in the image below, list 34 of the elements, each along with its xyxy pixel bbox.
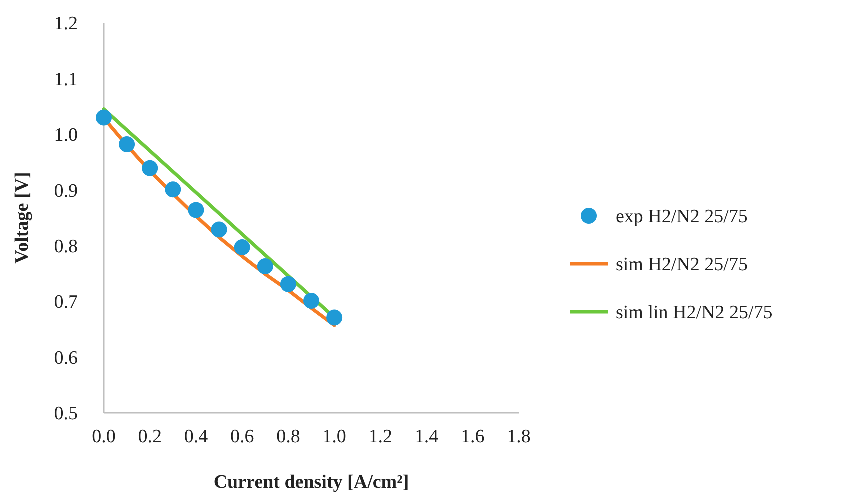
y-tick-label: 0.7 bbox=[54, 292, 78, 314]
y-tick-label: 0.6 bbox=[54, 348, 78, 369]
x-tick-label: 0.6 bbox=[230, 426, 254, 448]
point bbox=[165, 182, 182, 198]
point bbox=[188, 202, 204, 218]
y-tick-label: 0.9 bbox=[54, 180, 78, 202]
legend-label: sim lin H2/N2 25/75 bbox=[616, 302, 773, 324]
point bbox=[96, 110, 112, 126]
point bbox=[326, 310, 343, 326]
y-tick-label: 1.1 bbox=[54, 69, 78, 90]
point bbox=[234, 240, 250, 256]
y-tick-label: 1.0 bbox=[54, 125, 78, 146]
point bbox=[304, 293, 320, 309]
x-tick-label: 1.2 bbox=[368, 426, 393, 448]
y-axis-title: Voltage [V] bbox=[12, 172, 33, 264]
x-tick-label: 0.2 bbox=[138, 426, 162, 448]
x-tick-label: 0.8 bbox=[276, 426, 300, 448]
y-tick-label: 0.8 bbox=[54, 236, 78, 258]
y-tick-label: 0.5 bbox=[54, 404, 78, 425]
point bbox=[280, 276, 296, 292]
point bbox=[211, 222, 228, 238]
x-tick-label: 1.8 bbox=[507, 426, 531, 448]
y-tick-label: 1.2 bbox=[54, 14, 78, 35]
x-tick-label: 1.6 bbox=[461, 426, 485, 448]
point bbox=[119, 136, 136, 152]
point bbox=[142, 160, 158, 176]
legend-label: exp H2/N2 25/75 bbox=[616, 206, 748, 228]
x-tick-label: 0.4 bbox=[184, 426, 209, 448]
legend-label: sim H2/N2 25/75 bbox=[616, 254, 748, 276]
x-tick-label: 1.4 bbox=[414, 426, 440, 448]
x-tick-label: 1.0 bbox=[322, 426, 346, 448]
x-axis-title: Current density [A/cm²] bbox=[214, 472, 410, 493]
point bbox=[257, 258, 274, 274]
x-tick-label: 0.0 bbox=[92, 426, 116, 448]
